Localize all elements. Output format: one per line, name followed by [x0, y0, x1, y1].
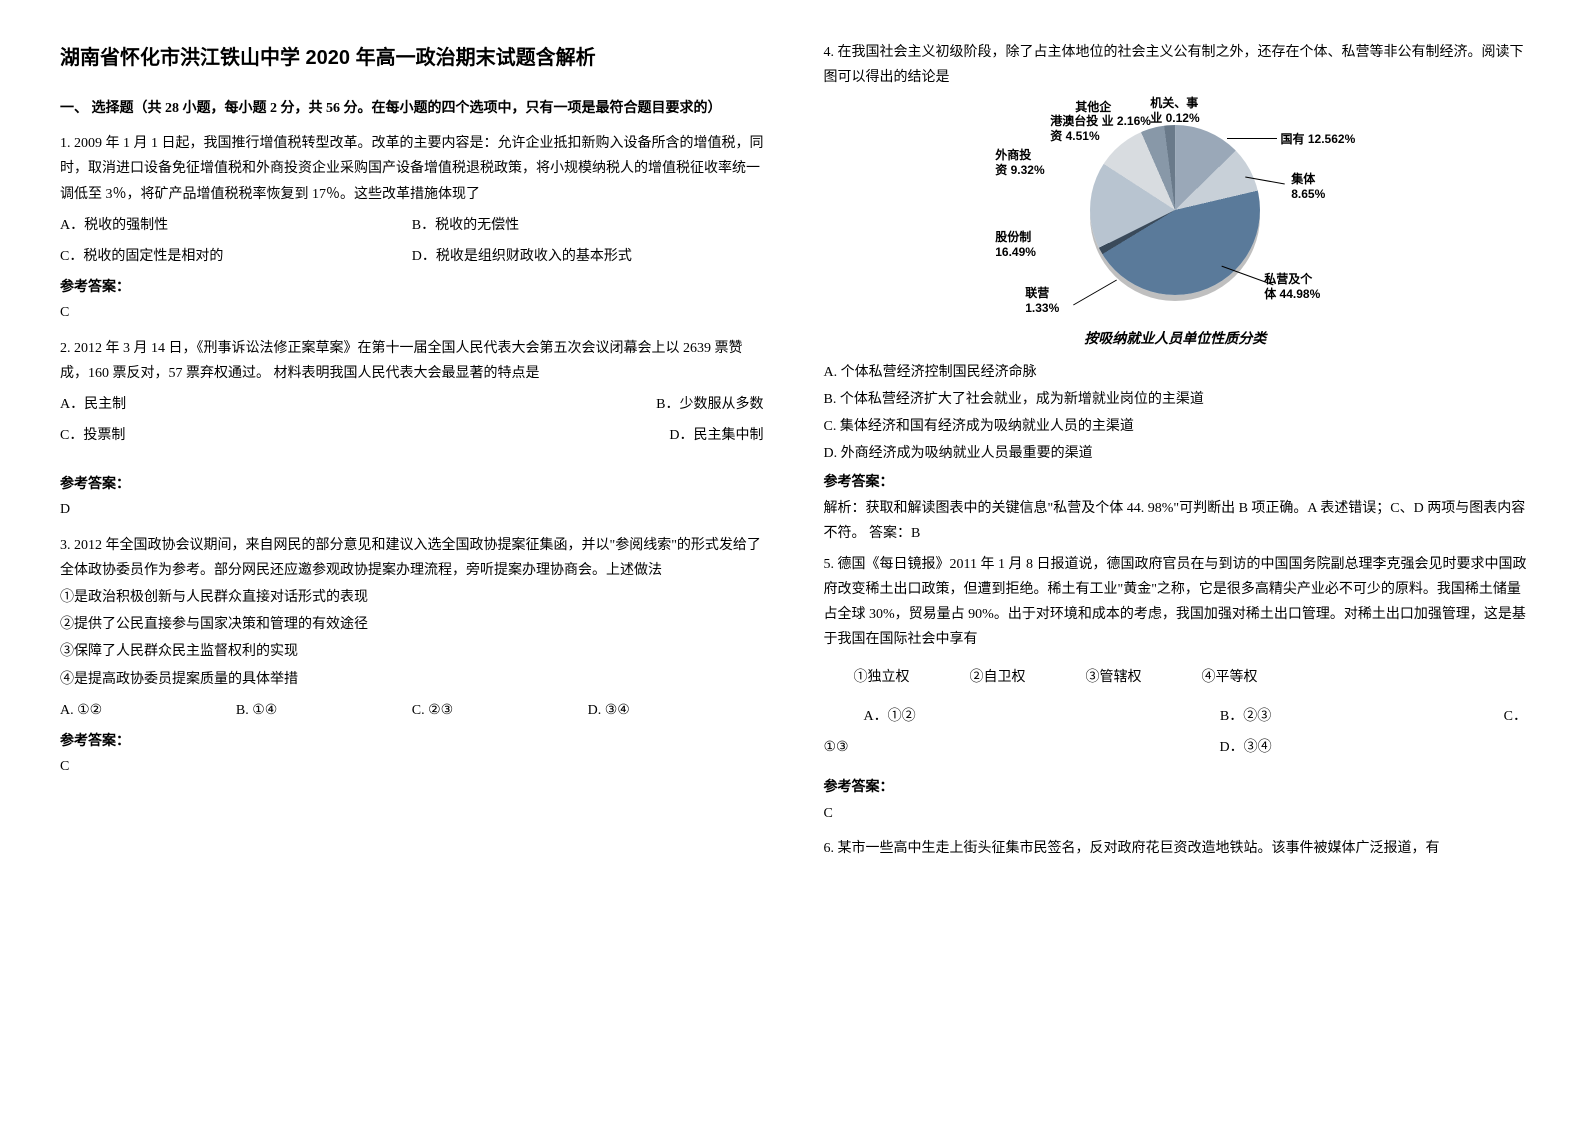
right-column: 4. 在我国社会主义初级阶段，除了占主体地位的社会主义公有制之外，还存在个体、私… [824, 40, 1528, 867]
q5-s4: ④平等权 [1202, 665, 1258, 690]
q2-options-2: C．投票制 D．民主集中制 [60, 423, 764, 448]
chart-caption: 按吸纳就业人员单位性质分类 [1084, 326, 1266, 351]
q2-text: 2. 2012 年 3 月 14 日，《刑事诉讼法修正案草案》在第十一届全国人民… [60, 336, 764, 386]
q2-answer: D [60, 497, 764, 522]
q3-answer-label: 参考答案： [60, 729, 764, 754]
exam-title: 湖南省怀化市洪江铁山中学 2020 年高一政治期末试题含解析 [60, 40, 764, 76]
question-3: 3. 2012 年全国政协会议期间，来自网民的部分意见和建议入选全国政协提案征集… [60, 533, 764, 780]
q4-answer-label: 参考答案： [824, 470, 1528, 495]
q6-text: 6. 某市一些高中生走上街头征集市民签名，反对政府花巨资改造地铁站。该事件被媒体… [824, 836, 1528, 861]
q3-s1: ①是政治积极创新与人民群众直接对话形式的表现 [60, 585, 764, 610]
q3-options: A. ①② B. ①④ C. ②③ D. ③④ [60, 698, 764, 723]
exam-page: 湖南省怀化市洪江铁山中学 2020 年高一政治期末试题含解析 一、 选择题（共 … [60, 40, 1527, 867]
q1-text: 1. 2009 年 1 月 1 日起，我国推行增值税转型改革。改革的主要内容是：… [60, 131, 764, 207]
left-column: 湖南省怀化市洪江铁山中学 2020 年高一政治期末试题含解析 一、 选择题（共 … [60, 40, 764, 867]
q3-s3: ③保障了人民群众民主监督权利的实现 [60, 639, 764, 664]
q3-answer: C [60, 754, 764, 779]
q5-text: 5. 德国《每日镜报》2011 年 1 月 8 日报道说，德国政府官员在与到访的… [824, 552, 1528, 653]
q4-explain: 解析：获取和解读图表中的关键信息"私营及个体 44. 98%"可判断出 B 项正… [824, 496, 1528, 546]
q5-opt-d: D．③④ [1105, 733, 1386, 764]
q5-answer: C [824, 801, 1528, 826]
q1-opt-d: D．税收是组织财政收入的基本形式 [412, 244, 764, 269]
q2-answer-label: 参考答案： [60, 472, 764, 497]
q3-opt-b: B. ①④ [236, 698, 412, 723]
q4-opt-b: B. 个体私营经济扩大了社会就业，成为新增就业岗位的主渠道 [824, 387, 1528, 412]
q1-options-2: C．税收的固定性是相对的 D．税收是组织财政收入的基本形式 [60, 244, 764, 269]
q1-answer: C [60, 300, 764, 325]
pie-label-lianying: 联营1.33% [1025, 286, 1059, 315]
pie-label-siying: 私营及个体 44.98% [1264, 272, 1320, 301]
q1-answer-label: 参考答案： [60, 275, 764, 300]
q5-options: A．①② B．②③ C． ①③ D．③④ [824, 702, 1528, 764]
pie-label-waishang: 外商投资 9.32% [995, 148, 1044, 177]
q3-opt-a: A. ①② [60, 698, 236, 723]
q1-options: A．税收的强制性 B．税收的无偿性 [60, 213, 764, 238]
question-5: 5. 德国《每日镜报》2011 年 1 月 8 日报道说，德国政府官员在与到访的… [824, 552, 1528, 826]
q3-text: 3. 2012 年全国政协会议期间，来自网民的部分意见和建议入选全国政协提案征集… [60, 533, 764, 583]
pie-label-jiguan: 机关、事业 0.12% [1150, 96, 1199, 125]
q5-s2: ②自卫权 [970, 665, 1026, 690]
q5-answer-label: 参考答案： [824, 775, 1528, 800]
q4-text: 4. 在我国社会主义初级阶段，除了占主体地位的社会主义公有制之外，还存在个体、私… [824, 40, 1528, 90]
q5-s1: ①独立权 [854, 665, 910, 690]
q4-options: A. 个体私营经济控制国民经济命脉 B. 个体私营经济扩大了社会就业，成为新增就… [824, 360, 1528, 467]
q4-opt-c: C. 集体经济和国有经济成为吸纳就业人员的主渠道 [824, 414, 1528, 439]
pie-line-1 [1227, 138, 1277, 139]
q2-opt-a: A．民主制 [60, 392, 623, 417]
q2-opt-b: B．少数服从多数 [623, 392, 764, 417]
q3-s4: ④是提高政协委员提案质量的具体举措 [60, 667, 764, 692]
q3-s2: ②提供了公民直接参与国家决策和管理的有效途径 [60, 612, 764, 637]
question-1: 1. 2009 年 1 月 1 日起，我国推行增值税转型改革。改革的主要内容是：… [60, 131, 764, 325]
q5-opt-c: ①③ [824, 733, 1105, 764]
question-4: 4. 在我国社会主义初级阶段，除了占主体地位的社会主义公有制之外，还存在个体、私… [824, 40, 1528, 546]
pie-label-gangao: 港澳台投 业 2.16%资 4.51% [1050, 114, 1151, 143]
question-2: 2. 2012 年 3 月 14 日，《刑事诉讼法修正案草案》在第十一届全国人民… [60, 336, 764, 523]
q2-opt-c: C．投票制 [60, 423, 623, 448]
q4-opt-d: D. 外商经济成为吸纳就业人员最重要的渠道 [824, 441, 1528, 466]
q5-s3: ③管辖权 [1086, 665, 1142, 690]
q3-statements: ①是政治积极创新与人民群众直接对话形式的表现 ②提供了公民直接参与国家决策和管理… [60, 585, 764, 692]
question-6: 6. 某市一些高中生走上街头征集市民签名，反对政府花巨资改造地铁站。该事件被媒体… [824, 836, 1528, 861]
q1-opt-b: B．税收的无偿性 [412, 213, 764, 238]
q2-options: A．民主制 B．少数服从多数 [60, 392, 764, 417]
pie-container: 其他企 机关、事业 0.12% 港澳台投 业 2.16%资 4.51% 外商投资… [995, 100, 1355, 320]
pie-label-gufen: 股份制16.49% [995, 230, 1036, 259]
q3-opt-d: D. ③④ [588, 698, 764, 723]
pie-label-qita: 其他企 [1075, 100, 1111, 114]
q4-opt-a: A. 个体私营经济控制国民经济命脉 [824, 360, 1528, 385]
employment-pie-chart: 其他企 机关、事业 0.12% 港澳台投 业 2.16%资 4.51% 外商投资… [824, 100, 1528, 351]
q2-opt-d: D．民主集中制 [623, 423, 764, 448]
q5-opt-a: A．①② [824, 702, 1105, 733]
q5-opt-c-prefix: C． [1386, 702, 1527, 733]
q1-opt-c: C．税收的固定性是相对的 [60, 244, 412, 269]
pie-label-guoyou: 国有 12.562% [1281, 132, 1356, 146]
q1-opt-a: A．税收的强制性 [60, 213, 412, 238]
section-1-head: 一、 选择题（共 28 小题，每小题 2 分，共 56 分。在每小题的四个选项中… [60, 96, 764, 121]
pie-line-4 [1073, 280, 1117, 306]
q5-opt-b: B．②③ [1105, 702, 1386, 733]
q5-statements: ①独立权 ②自卫权 ③管辖权 ④平等权 [824, 665, 1528, 690]
pie-label-jiti: 集体8.65% [1291, 172, 1325, 201]
q3-opt-c: C. ②③ [412, 698, 588, 723]
